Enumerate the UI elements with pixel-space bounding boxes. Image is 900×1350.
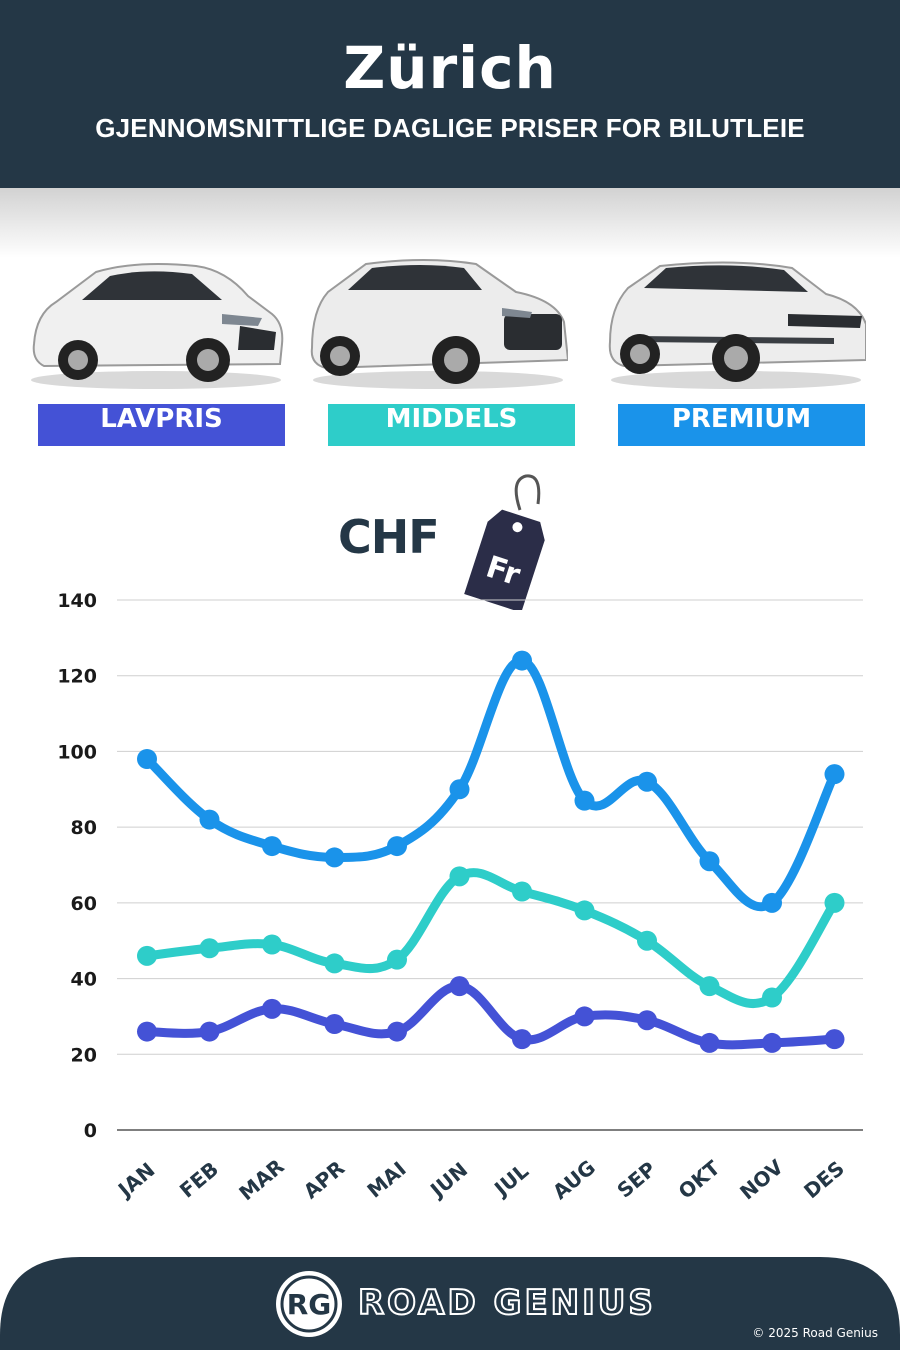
data-point-premium xyxy=(449,779,470,800)
data-point-middels xyxy=(637,930,657,951)
series-line-premium xyxy=(142,656,839,912)
data-point-premium xyxy=(199,809,220,830)
data-point-middels xyxy=(512,881,532,902)
y-axis-ticks: 0 20 40 60 80 100 120 140 xyxy=(57,590,97,1142)
x-tick-label: JAN xyxy=(112,1158,159,1203)
y-tick-label: 100 xyxy=(57,741,97,763)
category-label-middels: MIDDELS xyxy=(328,404,575,446)
data-point-middels xyxy=(574,900,595,921)
y-tick-label: 80 xyxy=(71,817,97,839)
logo-text: RG xyxy=(287,1288,332,1321)
data-point-lavpris xyxy=(512,1029,532,1050)
x-tick-label: JUL xyxy=(488,1159,533,1202)
data-point-premium xyxy=(762,892,782,913)
line-chart: 0 20 40 60 80 100 120 140 JAN FEB MAR APR MAI JUN JUL… xyxy=(57,590,863,1205)
x-tick-label: NOV xyxy=(735,1154,788,1204)
x-tick-label: SEP xyxy=(612,1157,660,1203)
data-point-premium xyxy=(324,847,345,868)
data-point-premium xyxy=(637,771,657,792)
data-point-lavpris xyxy=(137,1021,157,1042)
data-point-lavpris xyxy=(824,1029,845,1050)
data-point-premium xyxy=(574,790,595,811)
y-tick-label: 60 xyxy=(71,893,97,915)
page-subtitle: GJENNOMSNITTLIGE DAGLIGE PRISER FOR BILU… xyxy=(95,113,805,143)
luxury-suv-car-icon xyxy=(608,261,866,389)
road-genius-logo: RG xyxy=(276,1271,342,1337)
data-point-premium xyxy=(262,836,282,857)
suv-car-icon xyxy=(310,259,568,389)
data-point-premium xyxy=(387,836,407,857)
data-point-middels xyxy=(262,934,282,955)
data-point-lavpris xyxy=(637,1010,657,1031)
data-point-middels xyxy=(387,949,407,970)
data-point-middels xyxy=(824,892,845,913)
x-tick-label: AUG xyxy=(548,1155,600,1204)
y-tick-label: 40 xyxy=(71,969,97,991)
data-point-middels xyxy=(762,987,782,1008)
x-tick-label: DES xyxy=(799,1156,849,1203)
x-tick-label: MAI xyxy=(362,1157,410,1203)
footer xyxy=(0,1257,900,1350)
data-point-premium xyxy=(699,851,720,872)
price-tag-icon: Fr xyxy=(464,474,545,610)
data-point-lavpris xyxy=(699,1032,720,1053)
data-point-lavpris xyxy=(262,998,282,1019)
data-point-lavpris xyxy=(574,1006,595,1027)
data-point-premium xyxy=(824,764,845,785)
data-point-middels xyxy=(199,938,220,959)
grid xyxy=(117,599,863,1131)
data-point-lavpris xyxy=(199,1021,220,1042)
category-label-lavpris: LAVPRIS xyxy=(38,404,285,446)
data-point-lavpris xyxy=(387,1021,407,1042)
page-title: Zürich xyxy=(343,34,557,102)
series xyxy=(137,650,845,1053)
data-point-premium xyxy=(137,749,157,769)
data-point-lavpris xyxy=(324,1014,345,1034)
data-point-lavpris xyxy=(762,1032,782,1053)
data-point-middels xyxy=(137,945,157,966)
y-tick-label: 20 xyxy=(71,1044,97,1066)
x-tick-label: APR xyxy=(299,1156,349,1204)
x-axis-ticks: JAN FEB MAR APR MAI JUN JUL AUG SEP OKT NOV DES xyxy=(112,1154,849,1205)
x-tick-label: FEB xyxy=(175,1157,223,1203)
copyright: © 2025 Road Genius xyxy=(752,1326,878,1340)
x-tick-label: JUN xyxy=(424,1157,472,1203)
currency-label: CHF xyxy=(338,510,440,564)
category-label-premium: PREMIUM xyxy=(618,404,865,446)
data-point-middels xyxy=(449,866,470,887)
header-shadow xyxy=(0,188,900,258)
y-tick-label: 120 xyxy=(57,666,97,688)
data-point-middels xyxy=(324,953,345,974)
data-point-premium xyxy=(512,650,532,671)
data-point-middels xyxy=(699,976,720,997)
data-point-lavpris xyxy=(449,976,470,997)
hatchback-car-icon xyxy=(31,263,284,389)
y-tick-label: 140 xyxy=(57,590,97,612)
brand-name: ROAD GENIUS xyxy=(357,1282,656,1324)
x-tick-label: OKT xyxy=(674,1155,725,1203)
header: Zürich GJENNOMSNITTLIGE DAGLIGE PRISER F… xyxy=(0,0,900,188)
x-tick-label: MAR xyxy=(234,1154,288,1205)
y-tick-label: 0 xyxy=(84,1120,97,1142)
